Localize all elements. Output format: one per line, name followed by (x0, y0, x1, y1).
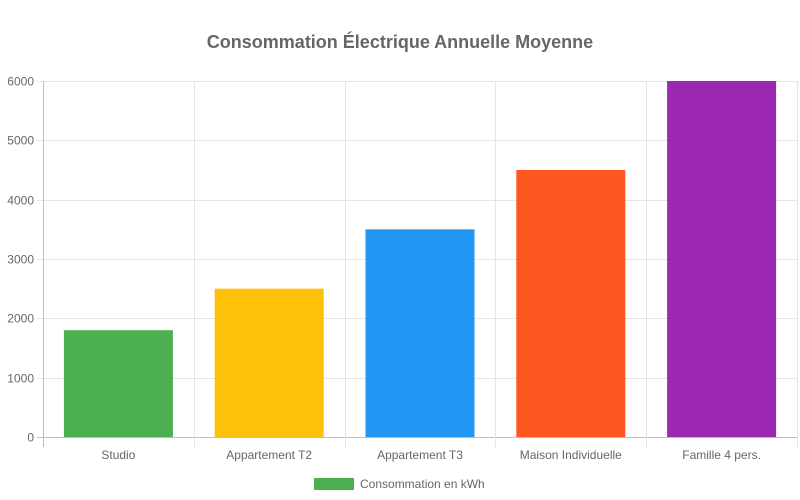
bars (63, 81, 777, 437)
bar[interactable] (667, 81, 777, 437)
y-tick-label: 0 (27, 431, 34, 445)
y-axis-ticks: 0 1000 2000 3000 4000 5000 6000 (7, 75, 34, 445)
bar[interactable] (63, 330, 173, 437)
y-tick-label: 3000 (7, 253, 34, 267)
x-tick-label: Appartement T3 (377, 448, 463, 462)
legend-label[interactable]: Consommation en kWh (360, 477, 485, 491)
legend[interactable]: Consommation en kWh (314, 477, 485, 491)
x-tick-label: Studio (101, 448, 135, 462)
x-tick-label: Appartement T2 (226, 448, 312, 462)
y-tick-label: 1000 (7, 372, 34, 386)
bar[interactable] (214, 288, 324, 437)
x-tick-label: Famille 4 pers. (682, 448, 761, 462)
y-tick-label: 2000 (7, 312, 34, 326)
chart-title: Consommation Électrique Annuelle Moyenne (207, 31, 593, 52)
bar[interactable] (516, 170, 626, 437)
bar[interactable] (365, 229, 475, 437)
y-tick-label: 5000 (7, 134, 34, 148)
x-axis-ticks: Studio Appartement T2 Appartement T3 Maison… (101, 448, 761, 462)
y-tick-label: 6000 (7, 75, 34, 89)
legend-swatch[interactable] (314, 478, 354, 490)
x-tick-label: Maison Individuelle (520, 448, 622, 462)
y-tick-label: 4000 (7, 194, 34, 208)
